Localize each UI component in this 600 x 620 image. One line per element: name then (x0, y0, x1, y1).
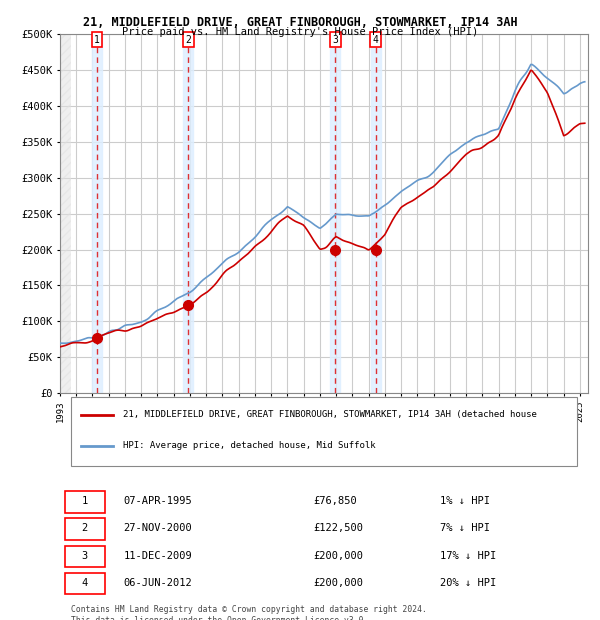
Text: 2: 2 (185, 35, 191, 45)
Text: 1: 1 (94, 35, 100, 45)
Text: 27-NOV-2000: 27-NOV-2000 (124, 523, 192, 533)
FancyBboxPatch shape (65, 518, 105, 540)
Text: 17% ↓ HPI: 17% ↓ HPI (440, 551, 496, 560)
Text: 4: 4 (373, 35, 379, 45)
Bar (331, 34, 340, 393)
FancyBboxPatch shape (65, 491, 105, 513)
Text: 21, MIDDLEFIELD DRIVE, GREAT FINBOROUGH, STOWMARKET, IP14 3AH: 21, MIDDLEFIELD DRIVE, GREAT FINBOROUGH,… (83, 16, 517, 29)
Text: 06-JUN-2012: 06-JUN-2012 (124, 578, 192, 588)
Text: 7% ↓ HPI: 7% ↓ HPI (440, 523, 490, 533)
FancyBboxPatch shape (65, 546, 105, 567)
Text: 20% ↓ HPI: 20% ↓ HPI (440, 578, 496, 588)
Text: Price paid vs. HM Land Registry's House Price Index (HPI): Price paid vs. HM Land Registry's House … (122, 27, 478, 37)
Text: £200,000: £200,000 (313, 551, 364, 560)
FancyBboxPatch shape (71, 397, 577, 466)
Text: £76,850: £76,850 (313, 496, 357, 506)
FancyBboxPatch shape (65, 573, 105, 595)
Bar (60, 34, 71, 393)
Text: 2: 2 (82, 523, 88, 533)
Bar (371, 34, 380, 393)
Text: 1: 1 (82, 496, 88, 506)
Text: 1% ↓ HPI: 1% ↓ HPI (440, 496, 490, 506)
Text: 11-DEC-2009: 11-DEC-2009 (124, 551, 192, 560)
Bar (184, 34, 193, 393)
Text: 21, MIDDLEFIELD DRIVE, GREAT FINBOROUGH, STOWMARKET, IP14 3AH (detached house: 21, MIDDLEFIELD DRIVE, GREAT FINBOROUGH,… (124, 410, 537, 419)
Text: £200,000: £200,000 (313, 578, 364, 588)
Text: 3: 3 (332, 35, 338, 45)
Text: HPI: Average price, detached house, Mid Suffolk: HPI: Average price, detached house, Mid … (124, 441, 376, 450)
Text: 4: 4 (82, 578, 88, 588)
Text: £122,500: £122,500 (313, 523, 364, 533)
Bar (92, 34, 102, 393)
Text: 3: 3 (82, 551, 88, 560)
Text: Contains HM Land Registry data © Crown copyright and database right 2024.
This d: Contains HM Land Registry data © Crown c… (71, 605, 427, 620)
Text: 07-APR-1995: 07-APR-1995 (124, 496, 192, 506)
